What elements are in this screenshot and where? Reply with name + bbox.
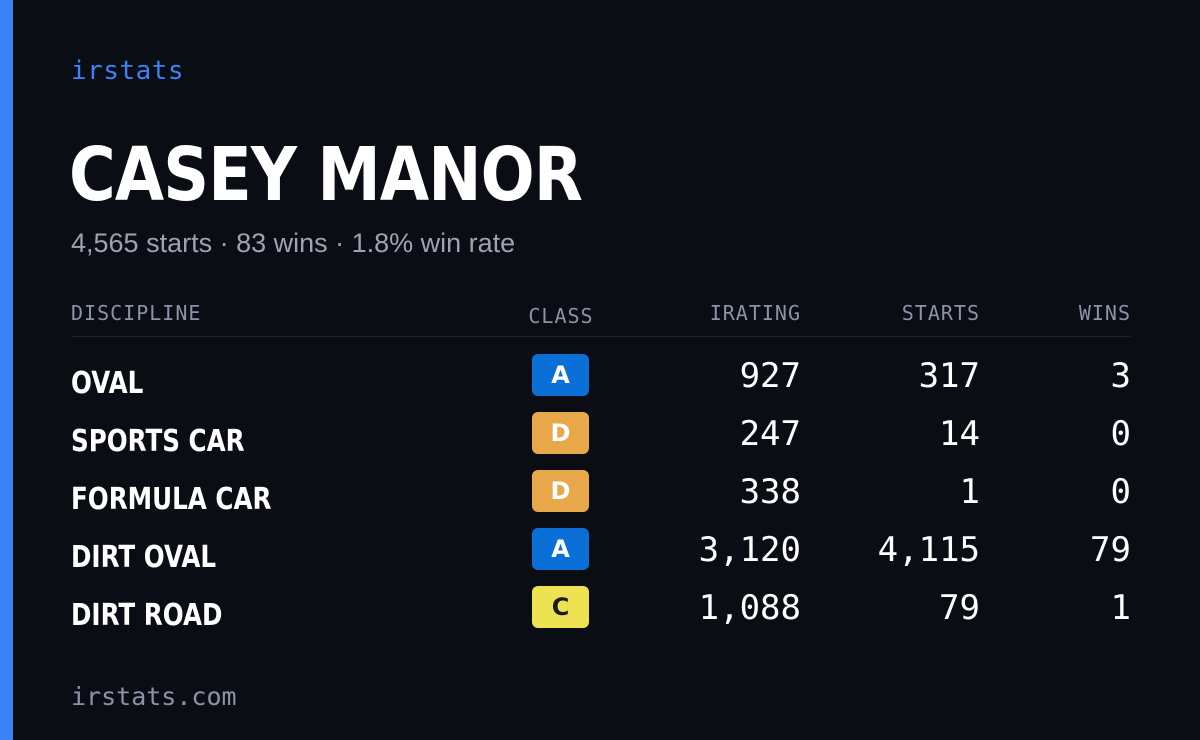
table-row: DIRT OVAL A 3,120 4,115 79 — [71, 528, 1131, 586]
table-row: OVAL A 927 317 3 — [71, 354, 1131, 412]
player-summary: 4,565 starts · 83 wins · 1.8% win rate — [71, 228, 516, 258]
wins-value: 3 — [1110, 356, 1131, 396]
discipline-name: OVAL — [71, 366, 144, 401]
class-badge: C — [532, 586, 589, 628]
discipline-name: FORMULA CAR — [71, 482, 272, 517]
starts-value: 4,115 — [877, 530, 980, 570]
starts-value: 79 — [939, 588, 980, 628]
starts-value: 1 — [959, 472, 980, 512]
irating-value: 247 — [739, 414, 801, 454]
header-starts: STARTS — [901, 301, 980, 325]
wins-value: 79 — [1090, 530, 1131, 570]
header-irating: IRATING — [709, 301, 801, 325]
class-badge: D — [532, 470, 589, 512]
table-row: DIRT ROAD C 1,088 79 1 — [71, 586, 1131, 644]
class-badge: A — [532, 354, 589, 396]
wins-value: 0 — [1110, 472, 1131, 512]
class-badge: D — [532, 412, 589, 454]
table-row: SPORTS CAR D 247 14 0 — [71, 412, 1131, 470]
header-wins: WINS — [1078, 301, 1131, 325]
player-name: CASEY MANOR — [69, 132, 583, 218]
irating-value: 1,088 — [698, 588, 801, 628]
table-header: DISCIPLINE CLASS IRATING STARTS WINS — [71, 298, 1131, 337]
discipline-name: DIRT OVAL — [71, 540, 217, 575]
irating-value: 338 — [739, 472, 801, 512]
header-class-label: CLASS — [528, 304, 594, 328]
class-badge: A — [532, 528, 589, 570]
brand-logo: irstats — [71, 56, 185, 86]
header-discipline: DISCIPLINE — [71, 301, 202, 325]
irating-value: 927 — [739, 356, 801, 396]
table-row: FORMULA CAR D 338 1 0 — [71, 470, 1131, 528]
wins-value: 1 — [1110, 588, 1131, 628]
stats-table: DISCIPLINE CLASS IRATING STARTS WINS OVA… — [71, 298, 1131, 633]
discipline-name: DIRT ROAD — [71, 598, 223, 633]
irating-value: 3,120 — [698, 530, 801, 570]
footer-url: irstats.com — [71, 682, 237, 711]
starts-value: 14 — [939, 414, 980, 454]
starts-value: 317 — [918, 356, 980, 396]
discipline-name: SPORTS CAR — [71, 424, 245, 459]
wins-value: 0 — [1110, 414, 1131, 454]
accent-bar — [0, 0, 13, 740]
